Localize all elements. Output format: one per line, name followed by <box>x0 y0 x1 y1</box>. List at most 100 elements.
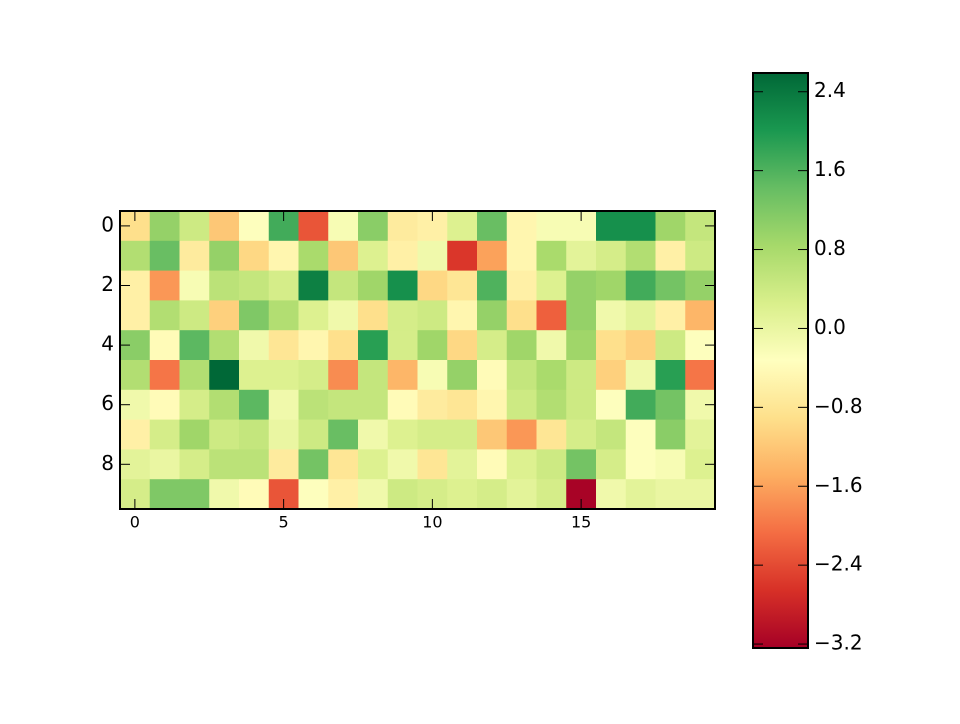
heatmap-cell <box>239 360 270 391</box>
heatmap-cell <box>417 330 448 361</box>
heatmap-cell <box>328 419 359 450</box>
heatmap-cell <box>625 479 656 510</box>
heatmap-cell <box>417 389 448 421</box>
heatmap-cell <box>625 449 656 480</box>
heatmap-cell <box>506 300 537 331</box>
x-tick-label: 10 <box>422 513 442 532</box>
heatmap-cell <box>179 360 210 391</box>
heatmap-cell <box>447 240 478 272</box>
heatmap-cell <box>447 300 478 331</box>
heatmap-cell <box>536 479 567 510</box>
heatmap-cell <box>566 389 597 421</box>
heatmap-cell <box>149 449 180 480</box>
colorbar-tick-label: 1.6 <box>814 157 846 181</box>
heatmap-cell <box>477 240 508 272</box>
heatmap-cell <box>596 300 627 331</box>
heatmap-cell <box>536 449 567 480</box>
heatmap-cell <box>566 449 597 480</box>
heatmap-cell <box>655 240 686 272</box>
heatmap-cell <box>328 300 359 331</box>
heatmap-cell <box>239 300 270 331</box>
heatmap-cell <box>179 240 210 272</box>
plot-frame <box>119 210 716 510</box>
heatmap-cell <box>149 330 180 361</box>
heatmap-cell <box>447 449 478 480</box>
heatmap-cell <box>447 330 478 361</box>
heatmap-cell <box>566 330 597 361</box>
heatmap-cell <box>596 270 627 301</box>
heatmap-cell <box>298 449 329 480</box>
heatmap-cell <box>447 360 478 391</box>
heatmap-cell <box>477 300 508 331</box>
heatmap-cell <box>298 240 329 272</box>
heatmap-cell <box>358 300 389 331</box>
heatmap-cell <box>417 360 448 391</box>
heatmap-cell <box>209 449 240 480</box>
heatmap-cell <box>328 330 359 361</box>
heatmap-cell <box>387 330 418 361</box>
heatmap-cell <box>209 330 240 361</box>
colorbar-tick-label: −3.2 <box>814 631 863 655</box>
heatmap-cell <box>625 360 656 391</box>
heatmap-cell <box>596 240 627 272</box>
heatmap-cell <box>566 300 597 331</box>
y-tick-label: 8 <box>101 451 114 475</box>
heatmap-cell <box>358 211 389 242</box>
heatmap-cell <box>358 479 389 510</box>
heatmap-cell <box>149 211 180 242</box>
heatmap-cell <box>506 330 537 361</box>
heatmap-cell <box>506 270 537 301</box>
colorbar-tick-label: 0.8 <box>814 236 846 260</box>
heatmap-cell <box>209 360 240 391</box>
colorbar-tick-label: 0.0 <box>814 315 846 339</box>
heatmap-cell <box>536 240 567 272</box>
heatmap-cell <box>596 330 627 361</box>
heatmap-cell <box>239 240 270 272</box>
heatmap-cell <box>685 419 716 450</box>
heatmap-cell <box>179 419 210 450</box>
heatmap-cell <box>239 419 270 450</box>
heatmap-cell <box>625 270 656 301</box>
heatmap-cell <box>298 479 329 510</box>
heatmap-cell <box>209 240 240 272</box>
heatmap-cell <box>387 479 418 510</box>
heatmap-cell <box>596 449 627 480</box>
heatmap-cell <box>447 419 478 450</box>
heatmap-cell <box>358 240 389 272</box>
heatmap-cell <box>328 449 359 480</box>
heatmap-cell <box>358 270 389 301</box>
heatmap-cell <box>268 330 299 361</box>
heatmap-cell <box>625 419 656 450</box>
heatmap-cell <box>179 300 210 331</box>
heatmap-cell <box>358 360 389 391</box>
heatmap-cell <box>209 270 240 301</box>
heatmap-cell <box>179 330 210 361</box>
heatmap-cell <box>685 360 716 391</box>
heatmap-cell <box>209 211 240 242</box>
heatmap-cell <box>149 419 180 450</box>
heatmap-cell <box>625 211 656 242</box>
heatmap-cell <box>506 479 537 510</box>
heatmap-cell <box>239 479 270 510</box>
heatmap-cell <box>655 419 686 450</box>
colorbar-tick-label: −0.8 <box>814 394 863 418</box>
heatmap-cell <box>298 211 329 242</box>
heatmap-cell <box>387 240 418 272</box>
heatmap-cell <box>685 240 716 272</box>
heatmap-cell <box>506 449 537 480</box>
heatmap-cell <box>268 389 299 421</box>
heatmap-cell <box>417 449 448 480</box>
heatmap-cell <box>268 240 299 272</box>
heatmap-cell <box>179 449 210 480</box>
heatmap-cell <box>536 389 567 421</box>
heatmap-cell <box>387 300 418 331</box>
heatmap-cell <box>417 419 448 450</box>
heatmap-cell <box>298 330 329 361</box>
heatmap-cell <box>536 360 567 391</box>
colorbar-tick-label: −1.6 <box>814 473 863 497</box>
heatmap-cell <box>417 240 448 272</box>
heatmap-cell <box>358 419 389 450</box>
heatmap-cell <box>625 240 656 272</box>
heatmap-cell <box>477 419 508 450</box>
